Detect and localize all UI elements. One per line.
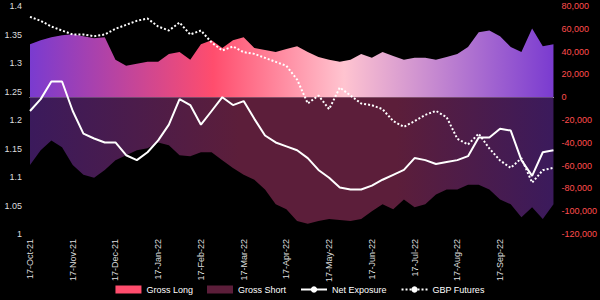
svg-text:-100,000: -100,000 (561, 206, 597, 216)
svg-text:17-Feb-22: 17-Feb-22 (196, 239, 206, 281)
svg-text:1.2: 1.2 (9, 115, 22, 125)
svg-text:-20,000: -20,000 (561, 115, 592, 125)
svg-text:1.25: 1.25 (4, 87, 22, 97)
svg-text:1.35: 1.35 (4, 30, 22, 40)
svg-text:80,000: 80,000 (561, 1, 589, 11)
svg-text:17-Sep-22: 17-Sep-22 (495, 239, 505, 281)
svg-text:17-May-22: 17-May-22 (324, 239, 334, 282)
svg-text:1.15: 1.15 (4, 144, 22, 154)
svg-text:GBP Futures: GBP Futures (433, 285, 485, 295)
svg-text:-40,000: -40,000 (561, 138, 592, 148)
svg-text:1: 1 (17, 229, 22, 239)
svg-text:Gross Long: Gross Long (146, 285, 193, 295)
svg-text:-80,000: -80,000 (561, 183, 592, 193)
svg-text:17-Jun-22: 17-Jun-22 (367, 239, 377, 280)
svg-text:0: 0 (561, 92, 566, 102)
svg-text:17-Jan-22: 17-Jan-22 (153, 239, 163, 280)
svg-text:20,000: 20,000 (561, 69, 589, 79)
svg-text:40,000: 40,000 (561, 47, 589, 57)
svg-text:-60,000: -60,000 (561, 161, 592, 171)
svg-text:Net Exposure: Net Exposure (332, 285, 387, 295)
svg-text:17-Apr-22: 17-Apr-22 (281, 239, 291, 279)
svg-text:60,000: 60,000 (561, 24, 589, 34)
svg-text:Gross Short: Gross Short (238, 285, 287, 295)
svg-text:1.4: 1.4 (9, 1, 22, 11)
svg-text:17-Dec-21: 17-Dec-21 (110, 239, 120, 281)
svg-text:17-Aug-22: 17-Aug-22 (452, 239, 462, 281)
svg-text:1.3: 1.3 (9, 58, 22, 68)
svg-text:1.05: 1.05 (4, 201, 22, 211)
svg-text:17-Nov-21: 17-Nov-21 (68, 239, 78, 281)
svg-text:17-Mar-22: 17-Mar-22 (239, 239, 249, 281)
svg-text:17-Oct-21: 17-Oct-21 (25, 239, 35, 279)
svg-text:-120,000: -120,000 (561, 229, 597, 239)
svg-text:1.1: 1.1 (9, 172, 22, 182)
svg-text:17-Jul-22: 17-Jul-22 (410, 239, 420, 277)
